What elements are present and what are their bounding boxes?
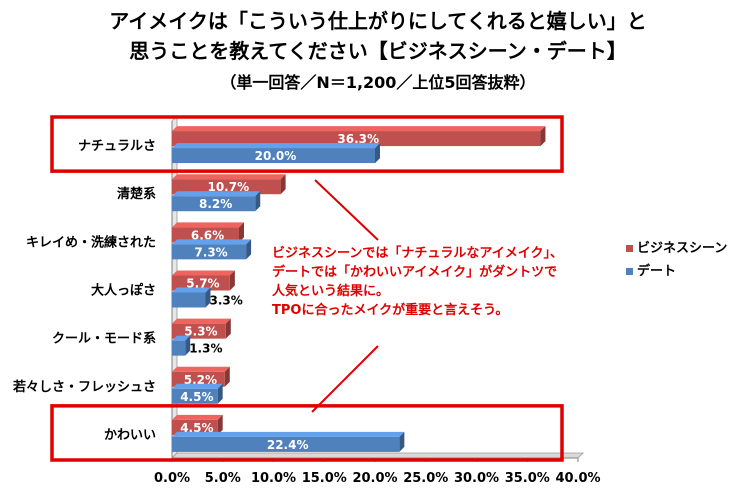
bar-business [172, 275, 230, 291]
x-tick-label: 20.0% [352, 471, 397, 486]
data-label: 1.3% [189, 342, 222, 356]
bar-top [172, 335, 191, 341]
data-label: 5.2% [184, 373, 217, 387]
axis-floor [171, 452, 584, 459]
category-label: 大人っぽさ [91, 283, 156, 299]
bar-business [172, 323, 226, 339]
bar-top [172, 239, 252, 245]
x-tick-label: 5.0% [205, 471, 241, 486]
bar-top [172, 143, 380, 149]
legend-swatch [626, 268, 633, 275]
category-label: 清楚系 [117, 186, 156, 202]
data-label: 22.4% [267, 438, 309, 452]
chart-title-line-2: 思うことを教えてください【ビジネスシーン・デート】 [129, 39, 627, 63]
bar-date [172, 388, 218, 404]
x-tick-label: 10.0% [251, 471, 296, 486]
bar-top [172, 318, 231, 324]
bar-top [172, 383, 223, 389]
annotation-line-1: ビジネスシーンでは「ナチュラルなアイメイク」、 [272, 246, 563, 261]
data-label: 8.2% [199, 197, 232, 211]
x-tick-label: 0.0% [154, 471, 190, 486]
x-tick-label: 15.0% [302, 471, 347, 486]
bar-side [229, 270, 235, 291]
callout-connector-top [314, 179, 379, 241]
bar-side [224, 366, 230, 387]
bar-date [172, 292, 206, 308]
data-label: 5.7% [186, 277, 219, 291]
bar-side [399, 431, 405, 452]
bar-side [225, 318, 231, 339]
bar-business [172, 227, 239, 243]
bar-top [172, 270, 235, 276]
data-label: 36.3% [337, 132, 379, 146]
bar-side [540, 126, 546, 147]
legend-swatch [626, 245, 633, 252]
category-label: キレイめ・洗練された [26, 234, 156, 250]
annotation-line-2: デートでは「かわいいアイメイク」がダントツで [272, 265, 558, 280]
annotation-line-3: 人気という結果に。 [272, 284, 390, 299]
bar-side [205, 287, 211, 308]
bar-top [172, 126, 546, 132]
bar-side [246, 239, 252, 260]
bar-side [255, 191, 261, 212]
bar-side [280, 174, 286, 195]
bar-business [172, 179, 281, 195]
x-tick-label: 40.0% [555, 471, 600, 486]
data-label: 6.6% [191, 228, 224, 242]
data-label: 4.5% [180, 390, 213, 404]
bar-top [172, 414, 223, 420]
bar-side [238, 222, 244, 243]
bar-top [172, 222, 244, 228]
x-tick-label: 30.0% [454, 471, 499, 486]
x-tick-label: 35.0% [505, 471, 550, 486]
bar-date [172, 148, 375, 164]
bar-side [217, 383, 223, 404]
data-label: 20.0% [255, 149, 297, 163]
data-label: 10.7% [207, 180, 249, 194]
highlight-box [50, 404, 564, 462]
data-label: 4.5% [180, 421, 213, 435]
category-label: クール・モード系 [52, 331, 156, 347]
bar-side [217, 414, 223, 435]
category-label: ナチュラルさ [78, 139, 156, 154]
callout-connector-bottom [311, 345, 379, 413]
category-label: かわいい [104, 428, 156, 443]
chart-subtitle: （単一回答／N＝1,200／上位5回答抜粋） [220, 73, 536, 92]
annotation-callout: ビジネスシーンでは「ナチュラルなアイメイク」、 デートでは「かわいいアイメイク」… [272, 244, 602, 320]
data-label: 7.3% [194, 245, 227, 259]
bar-business [172, 419, 218, 435]
bar-date [172, 196, 256, 212]
bar-top [172, 287, 211, 293]
bar-top [172, 174, 286, 180]
legend-label: デート [637, 263, 676, 279]
legend-label: ビジネスシーン [637, 240, 727, 256]
chart-title-line-1: アイメイクは「こういう仕上がりにしてくれると嬉しい」と [109, 9, 647, 33]
bar-top [172, 191, 261, 197]
data-label: 5.3% [184, 325, 217, 339]
bar-date [172, 436, 400, 452]
bar-business [172, 131, 541, 147]
category-label: 若々しさ・フレッシュさ [12, 379, 156, 395]
bar-top [172, 431, 405, 437]
bar-top [172, 366, 230, 372]
annotation-line-4: TPOに合ったメイクが重要と言えそう。 [272, 303, 509, 318]
x-tick-label: 25.0% [403, 471, 448, 486]
data-label: 3.3% [209, 294, 242, 308]
bar-date [172, 244, 247, 260]
highlight-box [50, 115, 564, 173]
bar-side [185, 335, 191, 356]
bar-side [375, 143, 380, 164]
bar-business [172, 371, 225, 387]
bar-date [172, 340, 186, 356]
